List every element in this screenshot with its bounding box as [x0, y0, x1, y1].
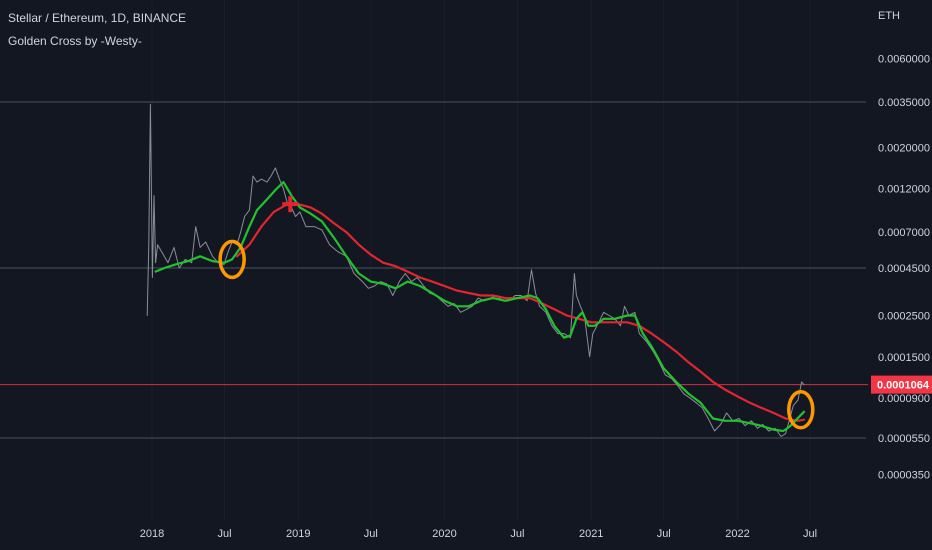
- y-tick-label: 0.0035000: [878, 97, 930, 109]
- x-tick-label: Jul: [364, 528, 378, 540]
- x-tick-label: Jul: [657, 528, 671, 540]
- price-axis[interactable]: 0.0060000 0.0035000 0.0020000 0.0012000 0.00…: [871, 53, 932, 482]
- series-layer: [146, 103, 806, 437]
- x-tick-label: 2019: [286, 528, 310, 540]
- x-tick-label: Jul: [218, 528, 232, 540]
- x-tick-label: Jul: [510, 528, 524, 540]
- x-tick-label: 2018: [140, 528, 164, 540]
- y-tick-label: 0.0060000: [878, 53, 930, 65]
- chart-title[interactable]: Stellar / Ethereum, 1D, BINANCE: [8, 11, 187, 25]
- annotations-layer: [218, 196, 815, 430]
- y-tick-label: 0.0001500: [878, 352, 930, 364]
- y-tick-label: 0.0000350: [878, 470, 930, 482]
- y-tick-label: 0.0002500: [878, 311, 930, 323]
- axis-unit: ETH: [878, 10, 900, 22]
- slow-ma-series: [235, 203, 806, 422]
- time-axis[interactable]: 2018 Jul 2019 Jul 2020 Jul 2021 Jul 2022 Jul: [140, 528, 817, 540]
- last-price-label: 0.0001064: [877, 380, 930, 392]
- grid-lines: [151, 0, 811, 520]
- y-tick-label: 0.0020000: [878, 142, 930, 154]
- golden-cross-circle: [787, 389, 815, 430]
- y-tick-label: 0.0012000: [878, 184, 930, 196]
- y-tick-label: 0.0007000: [878, 227, 930, 239]
- last-price-badge-bg: [871, 375, 932, 394]
- y-tick-label: 0.0000900: [878, 393, 930, 405]
- indicator-label[interactable]: Golden Cross by -Westy-: [8, 34, 142, 48]
- y-tick-label: 0.0000550: [878, 433, 930, 445]
- fast-ma-series: [154, 181, 806, 433]
- golden-cross-circle: [218, 239, 246, 280]
- x-tick-label: 2020: [432, 528, 456, 540]
- last-price-badge: 0.0001064: [871, 375, 932, 394]
- price-series: [146, 103, 805, 437]
- y-tick-label: 0.0004500: [878, 263, 930, 275]
- x-tick-label: Jul: [803, 528, 817, 540]
- death-cross-marker: [282, 196, 299, 213]
- x-tick-label: 2022: [725, 528, 749, 540]
- x-tick-label: 2021: [579, 528, 603, 540]
- reference-levels: [0, 101, 866, 439]
